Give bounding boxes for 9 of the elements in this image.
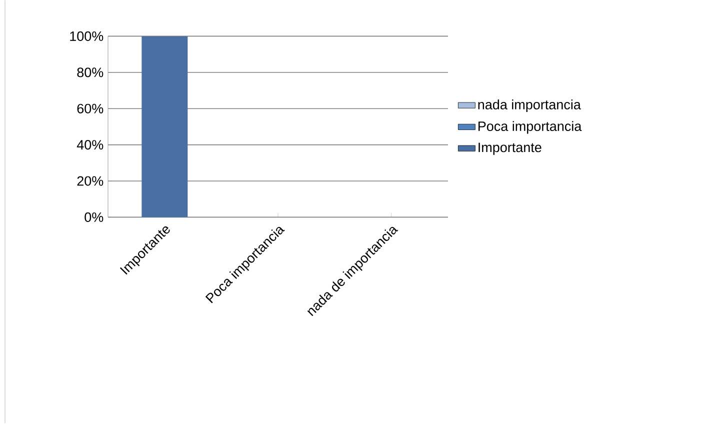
- y-tick-label: 100%: [70, 31, 104, 41]
- legend-label: nada importancia: [478, 99, 581, 112]
- y-tick-label: 60%: [77, 104, 104, 114]
- y-tick-label: 0%: [84, 212, 104, 222]
- legend-label: Poca importancia: [478, 121, 582, 134]
- y-tick-label: 20%: [77, 176, 104, 186]
- legend-label: Importante: [478, 142, 542, 155]
- y-tick-label: 40%: [76, 140, 104, 150]
- y-tick-label: 80%: [77, 68, 104, 78]
